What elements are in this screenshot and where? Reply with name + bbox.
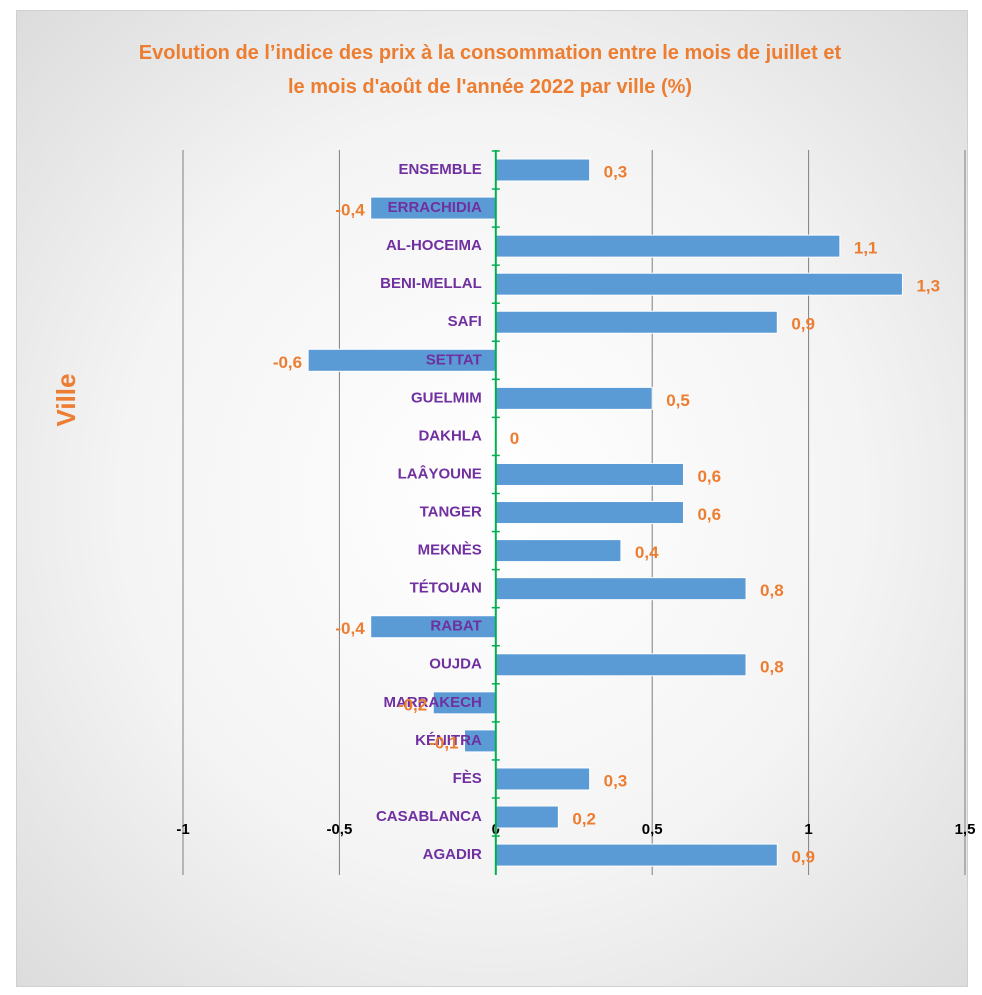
x-tick-label: 1,5 xyxy=(955,821,976,838)
x-tick-label: -0,5 xyxy=(326,821,352,838)
value-label: 0,6 xyxy=(697,467,721,486)
y-axis-label: Ville xyxy=(51,373,81,426)
category-label: KÉNITRA xyxy=(415,732,482,749)
value-label: 0,3 xyxy=(604,771,628,790)
category-label: RABAT xyxy=(430,618,481,635)
x-tick-label: 0,5 xyxy=(642,821,663,838)
category-label: CASABLANCA xyxy=(376,808,482,825)
category-label: AGADIR xyxy=(423,846,482,863)
value-label: 0,6 xyxy=(697,505,721,524)
category-label: BENI-MELLAL xyxy=(380,275,482,292)
bar xyxy=(495,462,684,486)
value-label: -0,4 xyxy=(335,619,365,638)
bar xyxy=(495,805,559,829)
bar xyxy=(495,234,841,258)
category-label: SAFI xyxy=(448,313,482,330)
category-label: LAÂYOUNE xyxy=(398,464,482,482)
value-label: 0,5 xyxy=(666,391,690,410)
category-label: FÈS xyxy=(453,770,482,787)
value-label: -0,6 xyxy=(273,353,302,372)
category-label: MARRAKECH xyxy=(383,694,481,711)
category-label: ERRACHIDIA xyxy=(388,199,482,216)
category-label: SETTAT xyxy=(426,351,482,368)
value-label: -0,2 xyxy=(398,695,427,714)
bar xyxy=(495,310,778,334)
category-label: AL-HOCEIMA xyxy=(386,237,482,254)
category-label: GUELMIM xyxy=(411,389,482,406)
bar xyxy=(495,501,684,525)
x-tick-label: -1 xyxy=(176,821,189,838)
category-label: TANGER xyxy=(420,504,482,521)
value-label: 0,2 xyxy=(572,810,596,829)
bar xyxy=(495,272,903,296)
bar xyxy=(495,653,747,677)
value-label: 1,1 xyxy=(854,239,878,258)
value-label: 0,8 xyxy=(760,581,784,600)
category-label: DAKHLA xyxy=(418,427,481,444)
category-label: TÉTOUAN xyxy=(410,580,482,597)
bar xyxy=(495,843,778,867)
value-label: 0 xyxy=(510,429,519,448)
bar xyxy=(495,767,591,791)
category-label: ENSEMBLE xyxy=(398,161,481,178)
bar xyxy=(495,158,591,182)
value-label: -0,1 xyxy=(429,733,458,752)
x-tick-label: 1 xyxy=(804,821,812,838)
category-label: MEKNÈS xyxy=(418,542,482,559)
value-label: -0,4 xyxy=(335,201,365,220)
value-label: 0,9 xyxy=(791,315,815,334)
value-label: 0,4 xyxy=(635,543,659,562)
bar xyxy=(495,386,653,410)
value-label: 0,8 xyxy=(760,657,784,676)
chart-title: Evolution de l’indice des prix à la cons… xyxy=(138,42,842,98)
value-label: 1,3 xyxy=(916,277,940,296)
value-label: 0,3 xyxy=(604,162,628,181)
bar xyxy=(495,577,747,601)
value-label: 0,9 xyxy=(791,848,815,867)
chart-background xyxy=(16,10,968,987)
bar xyxy=(495,539,622,563)
category-label: OUJDA xyxy=(429,656,482,673)
